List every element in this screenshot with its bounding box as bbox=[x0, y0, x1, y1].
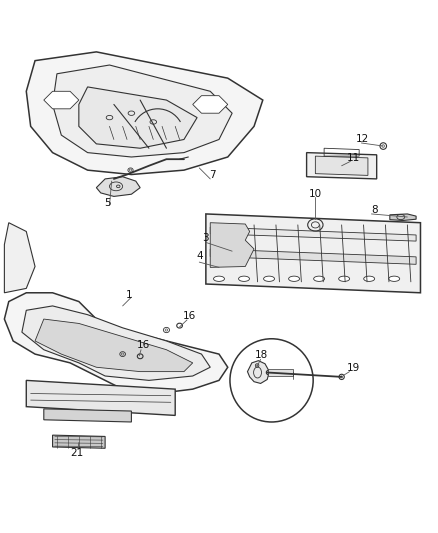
Text: 8: 8 bbox=[371, 205, 378, 215]
Text: 16: 16 bbox=[137, 341, 150, 350]
Polygon shape bbox=[206, 214, 420, 293]
Circle shape bbox=[230, 339, 313, 422]
Polygon shape bbox=[26, 52, 263, 174]
Text: 5: 5 bbox=[104, 198, 111, 208]
Text: 19: 19 bbox=[347, 363, 360, 373]
Ellipse shape bbox=[364, 276, 374, 281]
Ellipse shape bbox=[339, 276, 350, 281]
Text: 21: 21 bbox=[70, 448, 83, 458]
Polygon shape bbox=[193, 96, 228, 113]
Ellipse shape bbox=[314, 276, 325, 281]
Polygon shape bbox=[53, 65, 232, 157]
Polygon shape bbox=[210, 249, 416, 264]
Polygon shape bbox=[96, 177, 140, 197]
Ellipse shape bbox=[239, 276, 250, 281]
Polygon shape bbox=[26, 381, 175, 415]
Polygon shape bbox=[210, 223, 254, 268]
Text: 4: 4 bbox=[196, 251, 203, 261]
Polygon shape bbox=[247, 361, 269, 383]
Polygon shape bbox=[22, 306, 210, 381]
Polygon shape bbox=[79, 87, 197, 148]
Polygon shape bbox=[53, 435, 105, 448]
Ellipse shape bbox=[389, 276, 399, 281]
Polygon shape bbox=[44, 91, 79, 109]
Polygon shape bbox=[307, 152, 377, 179]
Ellipse shape bbox=[289, 276, 300, 281]
Polygon shape bbox=[35, 319, 193, 372]
Text: 1: 1 bbox=[126, 290, 133, 300]
Text: 16: 16 bbox=[183, 311, 196, 320]
Text: 18: 18 bbox=[255, 350, 268, 360]
Text: 3: 3 bbox=[202, 233, 209, 243]
Polygon shape bbox=[315, 156, 368, 175]
Ellipse shape bbox=[214, 276, 224, 281]
FancyBboxPatch shape bbox=[268, 368, 293, 376]
Text: 10: 10 bbox=[309, 189, 322, 199]
Text: 7: 7 bbox=[209, 169, 216, 180]
Polygon shape bbox=[210, 227, 416, 241]
Polygon shape bbox=[4, 293, 228, 393]
Text: 11: 11 bbox=[347, 153, 360, 163]
Text: 12: 12 bbox=[356, 134, 369, 144]
Polygon shape bbox=[390, 214, 416, 221]
Ellipse shape bbox=[264, 276, 275, 281]
Polygon shape bbox=[4, 223, 35, 293]
Polygon shape bbox=[44, 409, 131, 422]
